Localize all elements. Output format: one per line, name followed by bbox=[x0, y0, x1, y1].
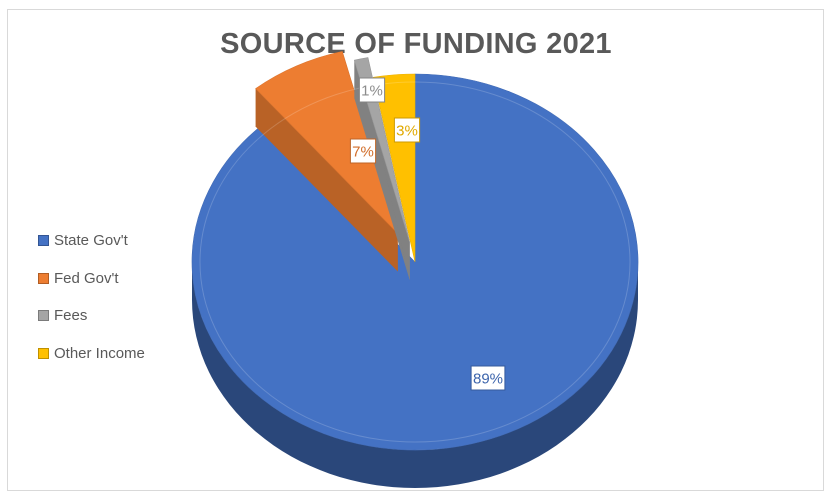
data-label-box bbox=[358, 77, 386, 103]
slice-face bbox=[255, 88, 398, 272]
slice-top bbox=[255, 51, 399, 234]
data-label-box bbox=[470, 365, 506, 391]
legend-swatch bbox=[38, 347, 49, 359]
legend-item-other-income: Other Income bbox=[38, 335, 145, 373]
data-label-box bbox=[349, 138, 377, 164]
pie-bevel bbox=[199, 81, 631, 443]
data-label-text: 1% bbox=[361, 83, 383, 100]
legend-item-fed-govt: Fed Gov't bbox=[38, 260, 145, 298]
legend-label: Fed Gov't bbox=[54, 269, 119, 287]
data-label-text: 7% bbox=[352, 144, 374, 161]
slice-face bbox=[354, 60, 410, 281]
legend-item-fees: Fees bbox=[38, 297, 145, 335]
data-label-text: 3% bbox=[396, 123, 418, 140]
slice-side bbox=[192, 262, 638, 488]
data-label-1: 7% bbox=[349, 138, 377, 164]
data-label-text: 89% bbox=[473, 371, 503, 388]
data-label-3: 3% bbox=[393, 117, 421, 143]
legend-swatch bbox=[38, 272, 49, 284]
legend-swatch bbox=[38, 235, 49, 247]
legend-label: Other Income bbox=[54, 344, 145, 362]
legend-swatch bbox=[38, 310, 49, 322]
chart-title: SOURCE OF FUNDING 2021 bbox=[220, 28, 612, 60]
pie-slice-fees bbox=[353, 57, 411, 281]
slice-top bbox=[353, 57, 411, 243]
data-label-2: 1% bbox=[358, 77, 386, 103]
data-label-0: 89% bbox=[470, 365, 506, 391]
legend-label: State Gov't bbox=[54, 232, 128, 250]
legend-label: Fees bbox=[54, 307, 88, 325]
legend: State Gov't Fed Gov't Fees Other Income bbox=[38, 222, 145, 372]
data-label-box bbox=[393, 117, 421, 143]
legend-item-state-govt: State Gov't bbox=[38, 222, 145, 260]
